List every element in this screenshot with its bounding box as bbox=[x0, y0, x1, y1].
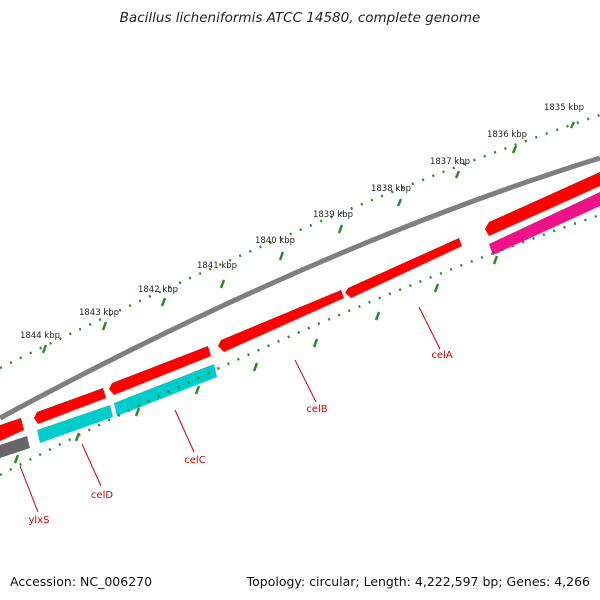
tick-label-1842: 1842 kbp bbox=[138, 285, 178, 295]
map-title: Bacillus licheniformis ATCC 14580, compl… bbox=[120, 10, 481, 26]
tick-label-1839: 1839 kbp bbox=[313, 210, 353, 220]
inner-major-ticks bbox=[13, 255, 499, 464]
tick-label-1840: 1840 kbp bbox=[255, 236, 295, 246]
gene-arrow-right-edge bbox=[485, 172, 600, 236]
tick-label-1838: 1838 kbp bbox=[371, 184, 411, 194]
tick-label-1835: 1835 kbp bbox=[544, 103, 584, 113]
gene-arrow-celD bbox=[34, 388, 106, 424]
gene-arrow-celA bbox=[345, 238, 462, 298]
tick-label-1844: 1844 kbp bbox=[20, 331, 60, 341]
tick-label-1836: 1836 kbp bbox=[487, 130, 527, 140]
tick-label-1841: 1841 kbp bbox=[197, 261, 237, 271]
gene-bar-cyan-1 bbox=[114, 364, 217, 416]
tick-label-1843: 1843 kbp bbox=[79, 308, 119, 318]
outer-tick-ruler bbox=[0, 113, 600, 370]
gene-arrow-ylxS bbox=[0, 418, 24, 441]
gene-label-celC[interactable]: celC bbox=[184, 455, 205, 466]
gene-label-celA[interactable]: celA bbox=[431, 350, 452, 361]
gene-leader-lines bbox=[19, 306, 441, 513]
gene-arrow-celC bbox=[109, 346, 211, 395]
genome-summary-text: Topology: circular; Length: 4,222,597 bp… bbox=[246, 574, 590, 589]
gene-label-celD[interactable]: celD bbox=[91, 490, 113, 501]
genome-backbone bbox=[0, 155, 600, 421]
outer-major-ticks bbox=[41, 121, 576, 354]
gene-bar-cyan-2 bbox=[37, 405, 113, 443]
gene-arrow-celB bbox=[218, 290, 344, 352]
gene-label-ylxS[interactable]: ylxS bbox=[29, 515, 50, 526]
gene-bar-gray bbox=[0, 436, 30, 458]
inner-tick-ruler bbox=[0, 213, 600, 477]
gene-bar-magenta bbox=[489, 192, 600, 255]
gene-label-celB[interactable]: celB bbox=[306, 404, 327, 415]
tick-label-1837: 1837 kbp bbox=[430, 157, 470, 167]
accession-text: Accession: NC_006270 bbox=[10, 574, 152, 589]
